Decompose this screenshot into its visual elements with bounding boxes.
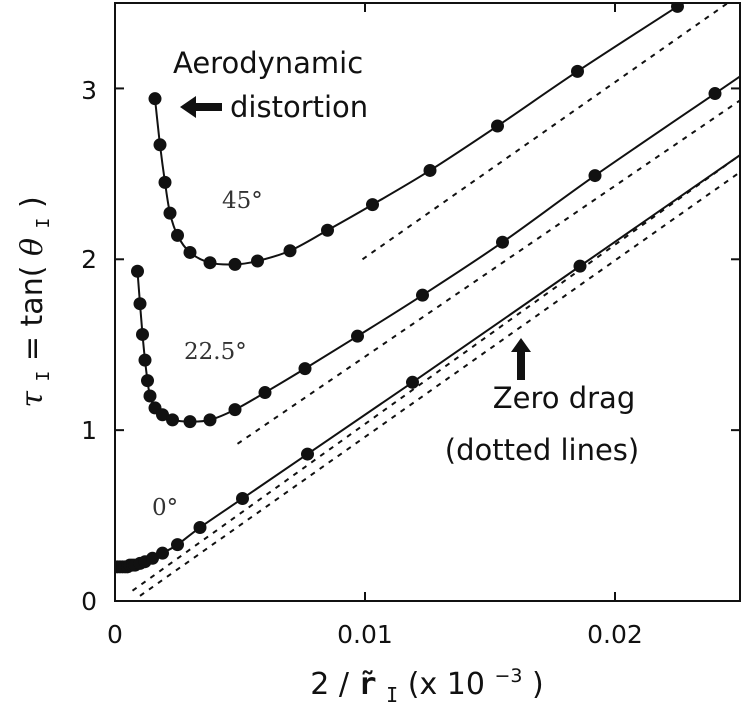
data-point-s0-11 (366, 198, 379, 212)
y-tick-label-2: 2 (81, 245, 97, 274)
data-point-s1-4 (141, 374, 154, 388)
x-axis-title-symbol: r̃ (359, 667, 377, 702)
y-axis-title-subscript: I (33, 371, 54, 382)
y-tick-label-1: 1 (81, 416, 97, 445)
data-point-s0-9 (283, 244, 297, 258)
data-point-s1-14 (351, 329, 364, 343)
plot-frame (114, 2, 741, 602)
series-group (115, 3, 740, 574)
data-point-s2-11 (156, 546, 169, 560)
data-point-s1-3 (138, 353, 152, 367)
x-axis-title-subscript: I (386, 683, 398, 707)
data-point-s1-17 (588, 169, 602, 183)
data-point-s0-8 (251, 254, 264, 268)
x-axis-title-prefix: 2 / (310, 667, 358, 702)
series-line-2 (117, 153, 740, 568)
data-point-s0-14 (571, 64, 584, 78)
y-axis-title: τ I = tan( θ I ) (15, 196, 57, 407)
data-point-s1-8 (166, 413, 179, 427)
zero-drag-lines (131, 3, 740, 597)
data-point-s1-12 (258, 386, 272, 400)
data-point-s0-13 (491, 119, 504, 133)
y-axis-title-symbol: τ (15, 391, 50, 408)
data-point-s0-1 (153, 138, 167, 152)
y-tick-label-3: 3 (81, 76, 97, 105)
x-axis-title-exponent: −3 (494, 665, 522, 687)
data-point-s2-14 (236, 491, 249, 505)
tick-group (114, 3, 740, 602)
data-point-s1-5 (143, 389, 157, 403)
data-point-s0-15 (671, 3, 684, 13)
zero-drag-line-3 (131, 154, 740, 592)
angle-label-22-5: 22.5° (184, 339, 247, 365)
data-point-s0-12 (423, 163, 437, 177)
data-point-s2-15 (301, 447, 314, 461)
x-axis-title-suffix: (x 10 (408, 667, 485, 702)
data-point-s1-16 (496, 235, 509, 249)
data-point-s0-7 (228, 257, 242, 271)
data-point-s0-10 (321, 223, 334, 237)
y-axis-title-middle: = tan( (15, 266, 50, 362)
aerodynamic-annotation-line2: distortion (230, 90, 368, 124)
zero-drag-line-1 (236, 99, 740, 445)
data-point-s1-11 (228, 403, 242, 417)
data-point-s0-6 (203, 256, 217, 270)
data-point-s2-16 (406, 375, 419, 389)
angle-label-0: 0° (152, 495, 178, 521)
y-tick-label-0: 0 (81, 587, 97, 616)
data-point-s1-9 (183, 415, 197, 429)
data-point-s1-2 (136, 327, 149, 341)
aerodynamic-annotation-line1: Aerodynamic (173, 46, 363, 80)
x-tick-label-0: 0 (107, 620, 123, 649)
data-point-s2-17 (573, 259, 587, 273)
left-arrow-icon (180, 96, 222, 118)
x-axis-title: 2 / r̃ I (x 10 −3 ) (310, 655, 543, 710)
zero-drag-line-2 (139, 171, 740, 597)
x-tick-label-2: 0.02 (587, 620, 643, 649)
data-point-s1-0 (131, 264, 144, 278)
y-axis-title-theta-subscript: I (33, 218, 54, 229)
data-point-s0-5 (183, 245, 197, 259)
data-point-s2-12 (171, 538, 184, 552)
data-point-s1-18 (708, 87, 722, 101)
up-arrow-icon (511, 338, 531, 380)
data-point-s0-4 (171, 228, 184, 242)
data-point-s1-15 (416, 288, 429, 302)
data-point-s1-7 (156, 408, 169, 422)
y-axis-title-close: ) (15, 196, 50, 208)
zero-drag-line-0 (361, 3, 730, 261)
y-axis-title-theta: θ (15, 238, 50, 256)
x-axis-title-close: ) (532, 667, 544, 702)
angle-label-45: 45° (222, 188, 263, 214)
data-point-s1-10 (203, 413, 217, 427)
data-point-s2-10 (146, 551, 159, 565)
zero-drag-annotation-line2: (dotted lines) (445, 433, 639, 467)
data-point-s1-13 (298, 362, 312, 376)
data-point-s0-3 (163, 206, 177, 220)
data-point-s2-13 (193, 521, 207, 535)
x-tick-label-1: 0.01 (337, 620, 393, 649)
data-point-s1-1 (133, 297, 147, 311)
data-point-s0-2 (158, 175, 172, 189)
data-point-s0-0 (148, 92, 162, 106)
zero-drag-annotation-line1: Zero drag (493, 381, 635, 415)
